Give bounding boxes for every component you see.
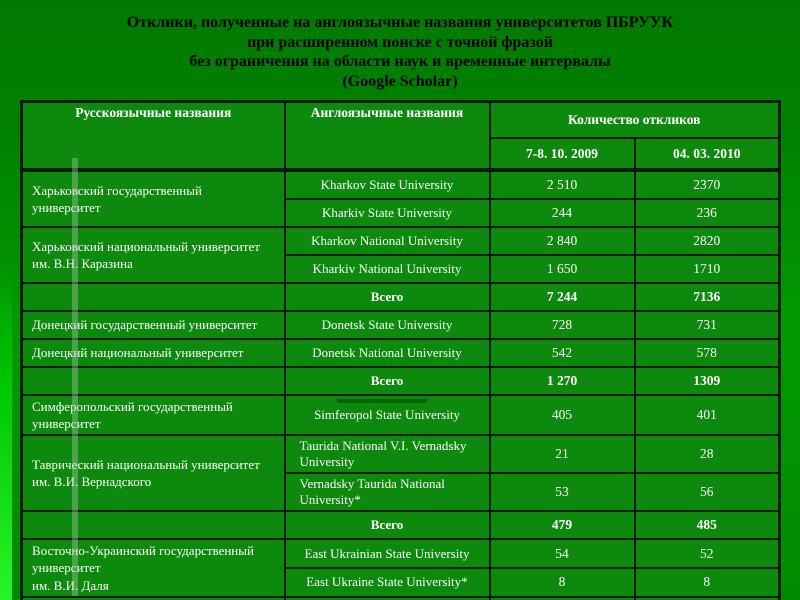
total-row: Всего 7 244 7136 [20, 282, 781, 312]
university-row: Kharkiv National University 1 650 1710 [22, 254, 781, 284]
count-2009-cell: 479 [488, 510, 636, 541]
university-row: Донецкий государственный университет Done… [20, 310, 781, 340]
university-row: Таврический национальный университет им.… [20, 434, 781, 513]
english-name-cell: Kharkov National University [283, 226, 491, 256]
count-2009-cell: 8 [488, 567, 636, 598]
english-name-cell: East Ukrainian National University [283, 595, 491, 600]
count-2010-cell: 401 [633, 393, 781, 437]
count-2010-cell: 56 [633, 472, 781, 513]
count-2010-cell: 485 [633, 510, 781, 541]
header-row-2: 7-8. 10. 2009 04. 03. 2010 [22, 137, 781, 171]
count-2010-cell: 208 [633, 595, 781, 600]
university-row: Восточно-Украинский национальный универс… [20, 595, 781, 600]
english-name-cell: Kharkiv State University [283, 198, 491, 228]
english-name-cell: Kharkiv National University [283, 254, 491, 284]
count-2009-cell: 53 [488, 472, 636, 513]
university-row: Восточно-Украинский государственный унив… [20, 538, 781, 598]
header-row-1: Русскоязычные названия Англоязычные назв… [20, 100, 781, 171]
count-2009-cell: 2 510 [488, 168, 636, 200]
title-line-4: (Google Scholar) [342, 72, 458, 90]
count-2010-cell: 1309 [633, 366, 781, 396]
english-name-cell: East Ukrainian State University [283, 538, 491, 570]
count-2010-cell: 52 [633, 538, 781, 570]
header-date-2010: 04. 03. 2010 [633, 137, 781, 171]
total-label-cell: Всего [283, 282, 491, 312]
university-row: Харьковский государственный университет K… [20, 168, 781, 228]
university-row: East Ukraine State University* 8 8 [22, 567, 781, 598]
header-date-2009: 7-8. 10. 2009 [488, 137, 636, 171]
results-table: Русскоязычные названия Англоязычные назв… [20, 100, 781, 600]
university-row: Симферопольский государственный универси… [20, 393, 781, 437]
header-russian-names: Русскоязычные названия [20, 100, 286, 171]
count-2010-cell: 578 [633, 338, 781, 368]
russian-name-cell [20, 282, 286, 312]
count-2009-cell: 54 [488, 538, 636, 570]
count-2009-cell: 21 [488, 434, 636, 475]
count-2010-cell: 731 [633, 310, 781, 340]
title-line-2: при расширенном поиске с точной фразой [247, 33, 553, 51]
count-2009-cell: 405 [488, 393, 636, 437]
count-2009-cell: 1 650 [488, 254, 636, 284]
total-row: Всего 479 485 [20, 510, 781, 541]
header-english-names: Англоязычные названия [283, 100, 491, 171]
english-name-cell: Donetsk National University [283, 338, 491, 368]
count-2009-cell: 1 270 [488, 366, 636, 396]
russian-name-cell: Симферопольский государственный универси… [20, 393, 286, 437]
english-name-cell: Donetsk State University [283, 310, 491, 340]
total-row: Всего 1 270 1309 [20, 366, 781, 396]
count-2010-cell: 8 [633, 567, 781, 598]
count-2009-cell: 2 840 [488, 226, 636, 256]
count-2009-cell: 728 [488, 310, 636, 340]
total-label-cell: Всего [283, 366, 491, 396]
header-response-count: Количество откликов [488, 100, 781, 139]
english-name-cell: Vernadsky Taurida National University* [283, 472, 491, 513]
total-label-cell: Всего [283, 510, 491, 541]
russian-name-cell [20, 510, 286, 541]
count-2009-cell: 194 [488, 595, 636, 600]
russian-name-cell: Таврический национальный университет им.… [20, 434, 286, 513]
slide-title: Отклики, полученные на англоязычные назв… [0, 13, 800, 91]
count-2010-cell: 28 [633, 434, 781, 475]
russian-name-cell: Харьковский государственный университет [20, 168, 286, 228]
count-2010-cell: 2370 [633, 168, 781, 200]
russian-name-cell: Восточно-Украинский национальный универс… [20, 595, 286, 600]
title-line-3: без ограничения на области наук и времен… [189, 53, 611, 70]
university-row: Донецкий национальный университет Donetsk… [20, 338, 781, 368]
english-name-cell: Taurida National V.I. Vernadsky Universi… [283, 434, 491, 475]
count-2009-cell: 542 [488, 338, 636, 368]
university-row: Kharkiv State University 244 236 [22, 198, 781, 228]
university-row: Vernadsky Taurida National University* 53… [22, 472, 781, 513]
count-2009-cell: 7 244 [488, 282, 636, 312]
english-name-cell: Kharkov State University [283, 168, 491, 200]
russian-name-cell: Харьковский национальный университет им.… [20, 226, 286, 284]
count-2009-cell: 244 [488, 198, 636, 228]
table-body: Харьковский государственный университет K… [20, 168, 781, 600]
count-2010-cell: 7136 [633, 282, 781, 312]
russian-name-cell [20, 366, 286, 396]
english-name-cell: East Ukraine State University* [283, 567, 491, 598]
university-row: Харьковский национальный университет им.… [20, 226, 781, 284]
russian-name-cell: Восточно-Украинский государственный унив… [20, 538, 286, 598]
count-2010-cell: 236 [633, 198, 781, 228]
title-line-1: Отклики, полученные на англоязычные назв… [126, 14, 674, 31]
count-2010-cell: 1710 [633, 254, 781, 284]
count-2010-cell: 2820 [633, 226, 781, 256]
english-name-cell: Simferopol State University [283, 393, 491, 437]
russian-name-cell: Донецкий государственный университет [20, 310, 286, 340]
russian-name-cell: Донецкий национальный университет [20, 338, 286, 368]
background-highlight [0, 270, 12, 600]
